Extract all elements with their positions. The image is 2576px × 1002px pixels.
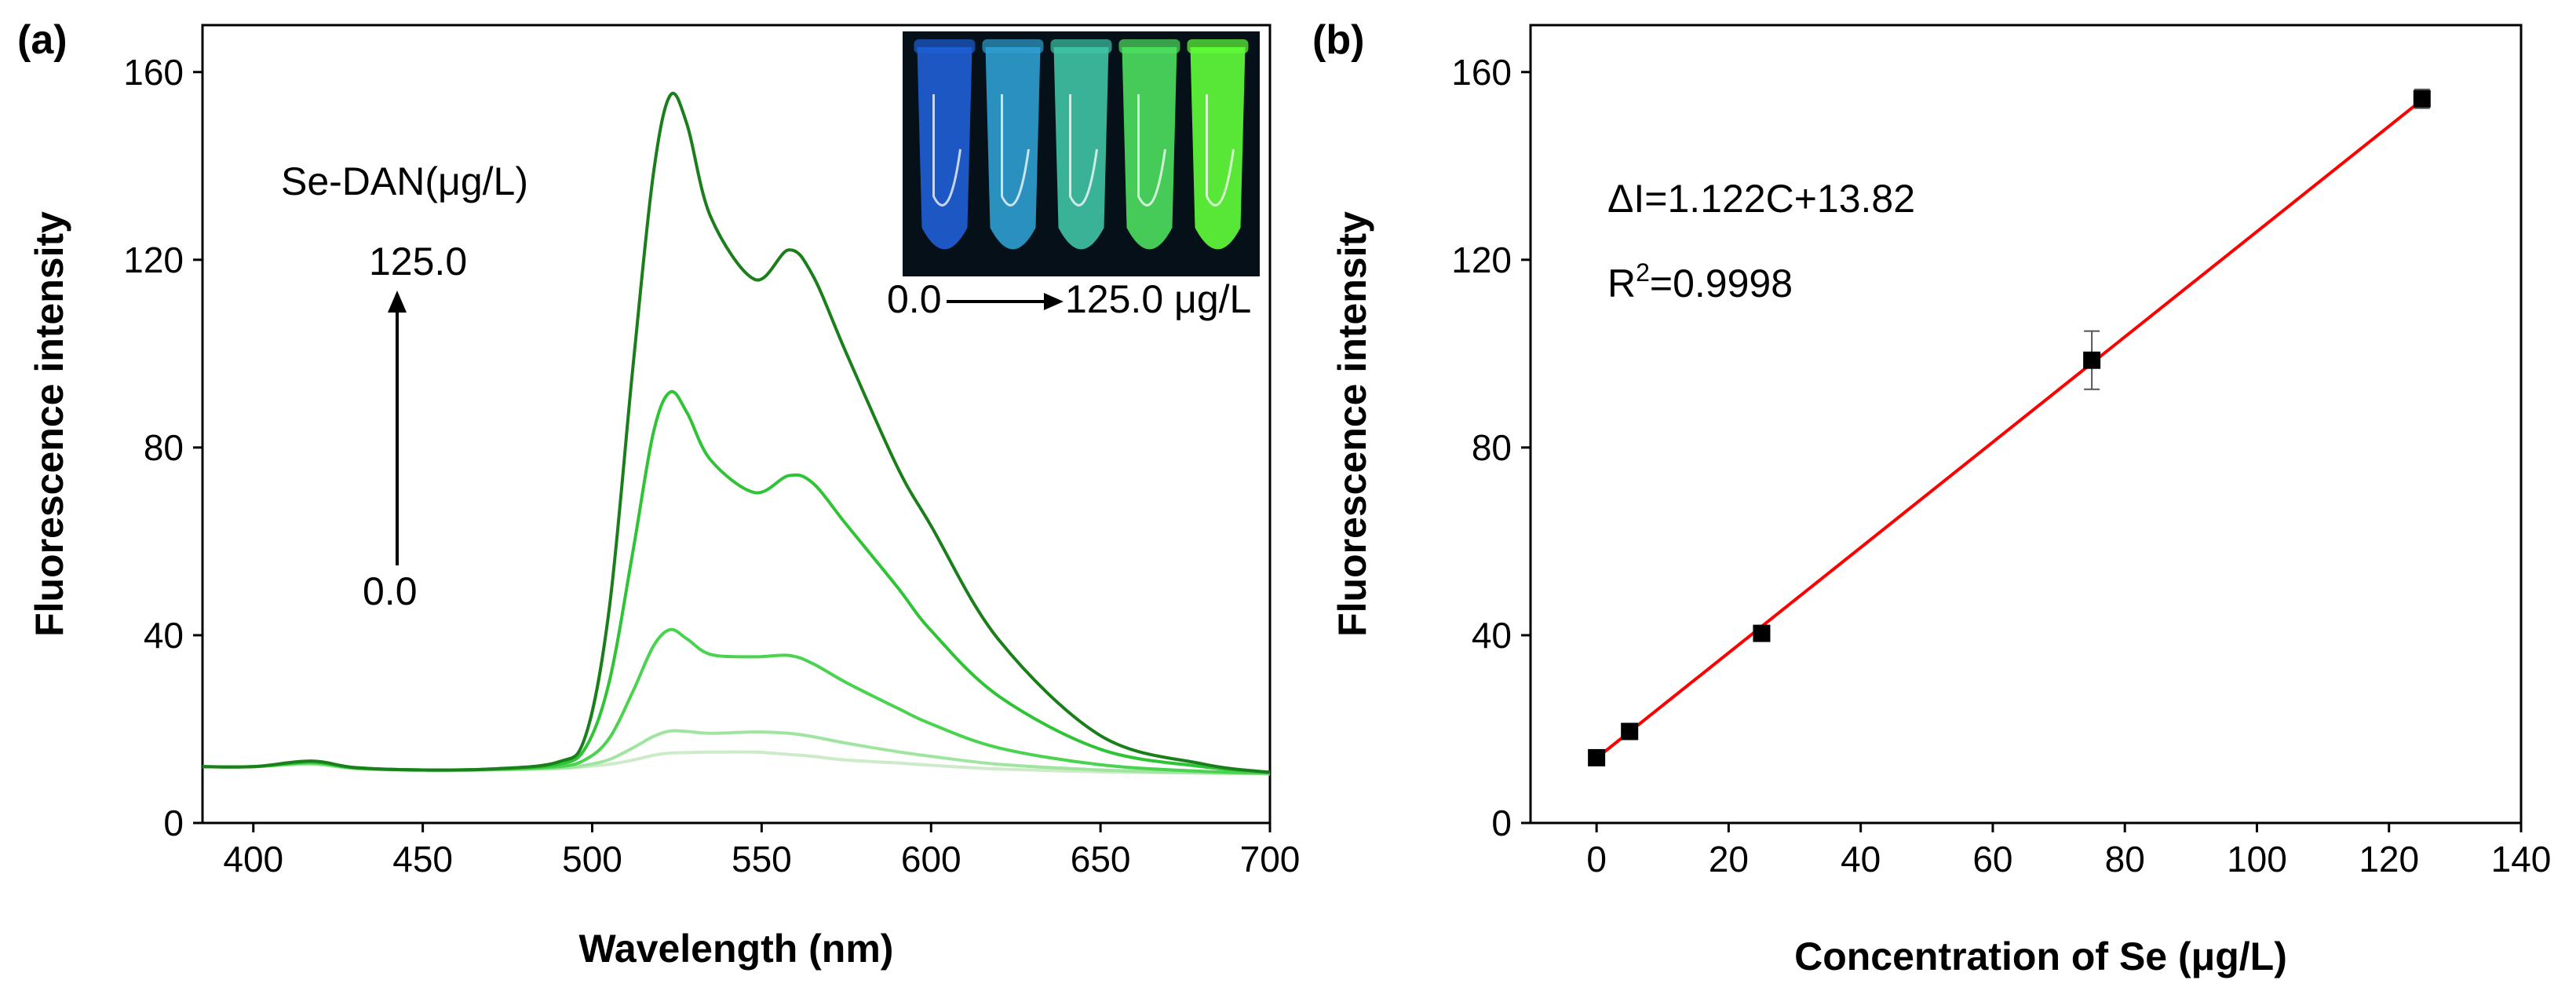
x-tick-label: 0	[1586, 839, 1607, 879]
tube-body	[1122, 47, 1177, 250]
panel-b-x-axis-title: Concentration of Se (μg/L)	[1794, 934, 2287, 978]
r-squared: R2=0.9998	[1607, 258, 1793, 305]
tube-rim	[1050, 39, 1112, 53]
square-marker	[2083, 351, 2101, 369]
x-tick-label: 600	[901, 839, 961, 879]
panel-a-y-axis-title: Fluorescence intensity	[27, 211, 71, 637]
panel-a-y-ticks: 0 40 80 120 160	[123, 52, 203, 843]
x-tick-label: 20	[1709, 839, 1749, 879]
panel-b-label: (b)	[1312, 17, 1364, 63]
x-tick-label: 450	[392, 839, 453, 879]
panel-a-plot-frame	[201, 24, 1272, 825]
arrow-top-label: 125.0	[369, 240, 467, 283]
y-tick-label: 160	[1451, 52, 1512, 93]
y-tick-label: 80	[1472, 427, 1512, 468]
tube-body	[985, 47, 1041, 250]
x-tick-label: 100	[2227, 839, 2287, 879]
test-tube-4	[1118, 39, 1180, 250]
x-tick-label: 700	[1240, 839, 1301, 879]
inset-caption-arrow-head-icon	[1044, 293, 1064, 310]
panel-b-data-points	[1588, 88, 2431, 766]
y-tick-label: 40	[144, 615, 184, 656]
legend-title: Se-DAN(μg/L)	[281, 159, 528, 203]
test-tubes	[914, 39, 1249, 250]
r-squared-prefix: R	[1607, 261, 1636, 305]
tube-body	[1053, 47, 1109, 250]
square-marker	[2413, 90, 2431, 108]
panel-b-plot-frame	[1529, 24, 2523, 825]
panel-a-x-axis-title: Wavelength (nm)	[579, 927, 894, 971]
test-tube-3	[1050, 39, 1112, 250]
fit-equation: ΔI=1.122C+13.82	[1607, 177, 1915, 221]
tube-reflection	[932, 94, 961, 207]
tube-reflection	[1001, 94, 1030, 207]
panel-a-spectra-lines	[202, 92, 1271, 776]
data-point	[2413, 88, 2431, 109]
panel-b-y-axis-title: Fluorescence intensity	[1330, 211, 1374, 637]
panel-b-x-ticks: 0 20 40 60 80 100 120 140	[1586, 823, 2551, 879]
x-tick-label: 40	[1841, 839, 1881, 879]
test-tube-1	[914, 39, 976, 250]
inset-caption-start: 0.0	[887, 277, 942, 321]
tube-body	[1190, 47, 1246, 250]
y-tick-label: 120	[1451, 240, 1512, 280]
r-squared-superscript: 2	[1636, 258, 1650, 287]
r-squared-value: =0.9998	[1650, 261, 1793, 305]
increase-arrow-head-icon	[388, 291, 407, 313]
x-tick-label: 120	[2359, 839, 2419, 879]
test-tube-5	[1187, 39, 1249, 250]
panel-a-x-ticks: 400 450 500 550 600 650 700	[223, 823, 1300, 879]
y-tick-label: 160	[123, 52, 184, 93]
data-point	[1621, 722, 1639, 741]
panel-a-label: (a)	[17, 17, 68, 63]
panel-b-fit-line-group	[1595, 98, 2424, 759]
tube-rim	[914, 39, 976, 53]
tube-reflection	[1069, 94, 1098, 207]
tube-rim	[982, 39, 1044, 53]
y-tick-label: 120	[123, 240, 184, 280]
panel-b-calibration-chart: (b) 0 20 40 60 80 100 120 140 0 40 80 120 160 Conce…	[1312, 17, 2551, 978]
test-tube-2	[982, 39, 1044, 250]
test-tubes-photo	[903, 31, 1260, 276]
panel-a-spectra-chart: (a) 400 450 500 550 600 650 700 0 40 80 120 160 Wa…	[17, 17, 1300, 971]
y-tick-label: 40	[1472, 615, 1512, 656]
x-tick-label: 60	[1972, 839, 2012, 879]
data-point	[1588, 748, 1606, 766]
y-tick-label: 0	[163, 803, 184, 843]
x-tick-label: 140	[2491, 839, 2552, 879]
data-point	[2083, 330, 2101, 390]
x-tick-label: 400	[223, 839, 283, 879]
spectrum-line-125-0	[202, 92, 1271, 774]
arrow-bottom-label: 0.0	[363, 569, 418, 613]
x-tick-label: 80	[2105, 839, 2145, 879]
fit-line	[1595, 98, 2424, 759]
tube-rim	[1187, 39, 1249, 53]
tube-body	[917, 47, 972, 250]
x-tick-label: 550	[732, 839, 792, 879]
square-marker	[1588, 748, 1606, 766]
y-tick-label: 80	[144, 427, 184, 468]
x-tick-label: 650	[1071, 839, 1131, 879]
data-point	[1753, 624, 1771, 642]
x-tick-label: 500	[562, 839, 622, 879]
inset-caption-end: 125.0 μg/L	[1065, 277, 1251, 321]
panel-b-y-ticks: 0 40 80 120 160	[1451, 52, 1531, 843]
square-marker	[1621, 722, 1639, 741]
square-marker	[1753, 624, 1771, 642]
tube-reflection	[1137, 94, 1166, 207]
tube-rim	[1118, 39, 1180, 53]
y-tick-label: 0	[1491, 803, 1512, 843]
tube-reflection	[1206, 94, 1235, 207]
